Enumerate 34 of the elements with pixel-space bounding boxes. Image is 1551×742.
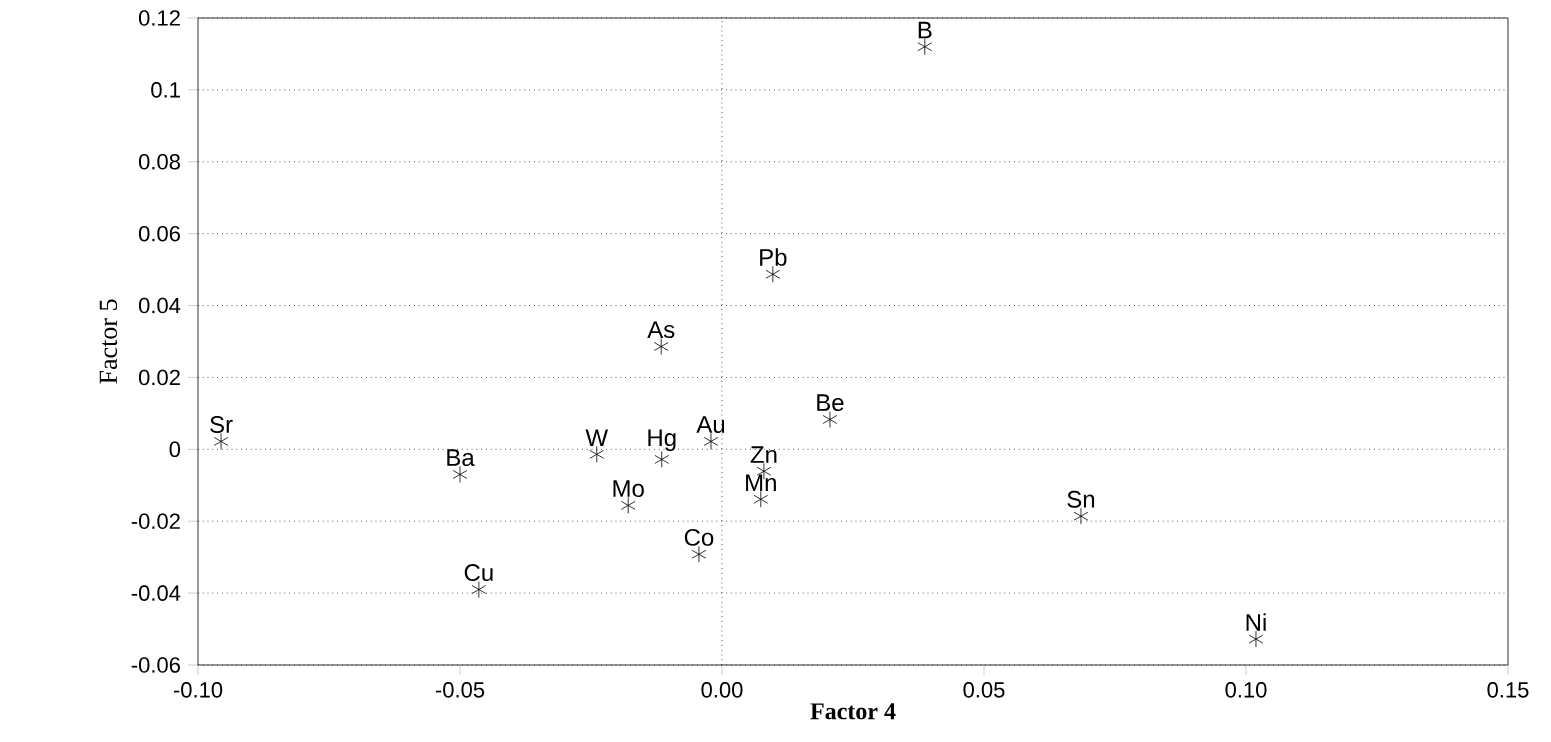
annotation: Sr xyxy=(210,416,233,433)
annotation: Co xyxy=(684,528,714,546)
y-axis-title: Factor 5 xyxy=(99,299,118,384)
x-tick-label: 0.15 xyxy=(1487,682,1529,698)
y-tick-label: -0.06 xyxy=(131,657,180,673)
y-tick-label: 0.06 xyxy=(138,225,180,242)
y-tick-label: 0.08 xyxy=(138,154,180,170)
annotation: B xyxy=(918,21,932,39)
y-tick-label: -0.04 xyxy=(131,585,181,601)
annotation: Ni xyxy=(1246,613,1266,631)
annotation: Sn xyxy=(1067,490,1095,508)
y-tick-label: 0.12 xyxy=(138,10,180,26)
annotation: Pb xyxy=(760,248,787,266)
x-tick-label: 0.05 xyxy=(963,682,1005,698)
annotation: Cu xyxy=(464,564,493,582)
annotation: Mn xyxy=(746,474,776,491)
x-tick-label: 0.00 xyxy=(701,682,743,698)
annotation: As xyxy=(647,321,675,339)
x-tick-label: 0.10 xyxy=(1225,682,1267,698)
y-tick-label: -0.02 xyxy=(131,513,180,529)
x-tick-label: -0.10 xyxy=(173,682,223,698)
y-tick-label: 0 xyxy=(169,441,181,458)
y-tick-label: 0.1 xyxy=(151,82,180,98)
y-tick-label: 0.02 xyxy=(138,369,180,386)
annotation: Be xyxy=(817,394,844,412)
annotation: Zn xyxy=(750,446,777,463)
annotation: Mo xyxy=(613,480,644,497)
annotation: W xyxy=(585,429,608,446)
y-tick-label: 0.04 xyxy=(138,297,181,314)
annotation: Hg xyxy=(648,429,676,451)
x-tick-label: -0.05 xyxy=(435,682,485,698)
annotation: Au xyxy=(696,416,725,433)
annotation: Ba xyxy=(447,449,475,467)
x-axis-title: Factor 4 xyxy=(810,703,896,720)
